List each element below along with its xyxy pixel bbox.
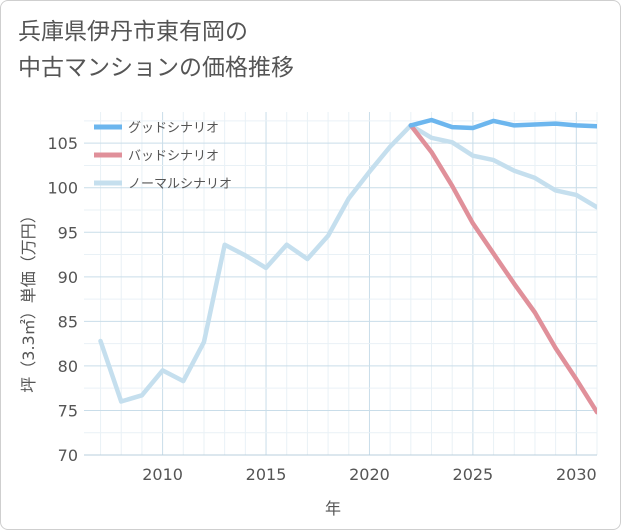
series-line-3 — [98, 123, 597, 404]
x-axis-label: 年 — [325, 499, 341, 518]
y-tick-labels: 70 75 80 85 90 95 100 105 — [47, 134, 78, 465]
series-line-1 — [408, 117, 597, 131]
legend-label: グッドシナリオ — [128, 121, 219, 136]
y-tick-label: 100 — [47, 179, 78, 198]
y-tick-label: 105 — [47, 134, 78, 153]
title-line-1: 兵庫県伊丹市東有岡の — [18, 19, 248, 45]
y-tick-label: 95 — [58, 223, 78, 242]
y-tick-label: 70 — [58, 446, 78, 465]
series-line-2 — [408, 123, 597, 415]
chart-title: 兵庫県伊丹市東有岡の 中古マンションの価格推移 — [18, 14, 578, 86]
x-tick-label: 2015 — [246, 465, 287, 484]
legend-label: バッドシナリオ — [128, 149, 219, 164]
y-tick-label: 90 — [58, 268, 78, 287]
legend-label: ノーマルシナリオ — [128, 177, 232, 192]
x-tick-label: 2010 — [142, 465, 183, 484]
x-tick-label: 2025 — [453, 465, 494, 484]
x-tick-label: 2020 — [349, 465, 390, 484]
x-tick-labels: 2010 2015 2020 2025 2030 — [142, 465, 596, 484]
y-tick-label: 85 — [58, 312, 78, 331]
y-tick-label: 75 — [58, 401, 78, 420]
x-tick-label: 2030 — [556, 465, 597, 484]
y-axis-label: 坪（3.3㎡）単価（万円） — [19, 207, 38, 392]
title-line-2: 中古マンションの価格推移 — [18, 55, 294, 81]
series-layer — [98, 117, 597, 415]
y-tick-label: 80 — [58, 357, 78, 376]
